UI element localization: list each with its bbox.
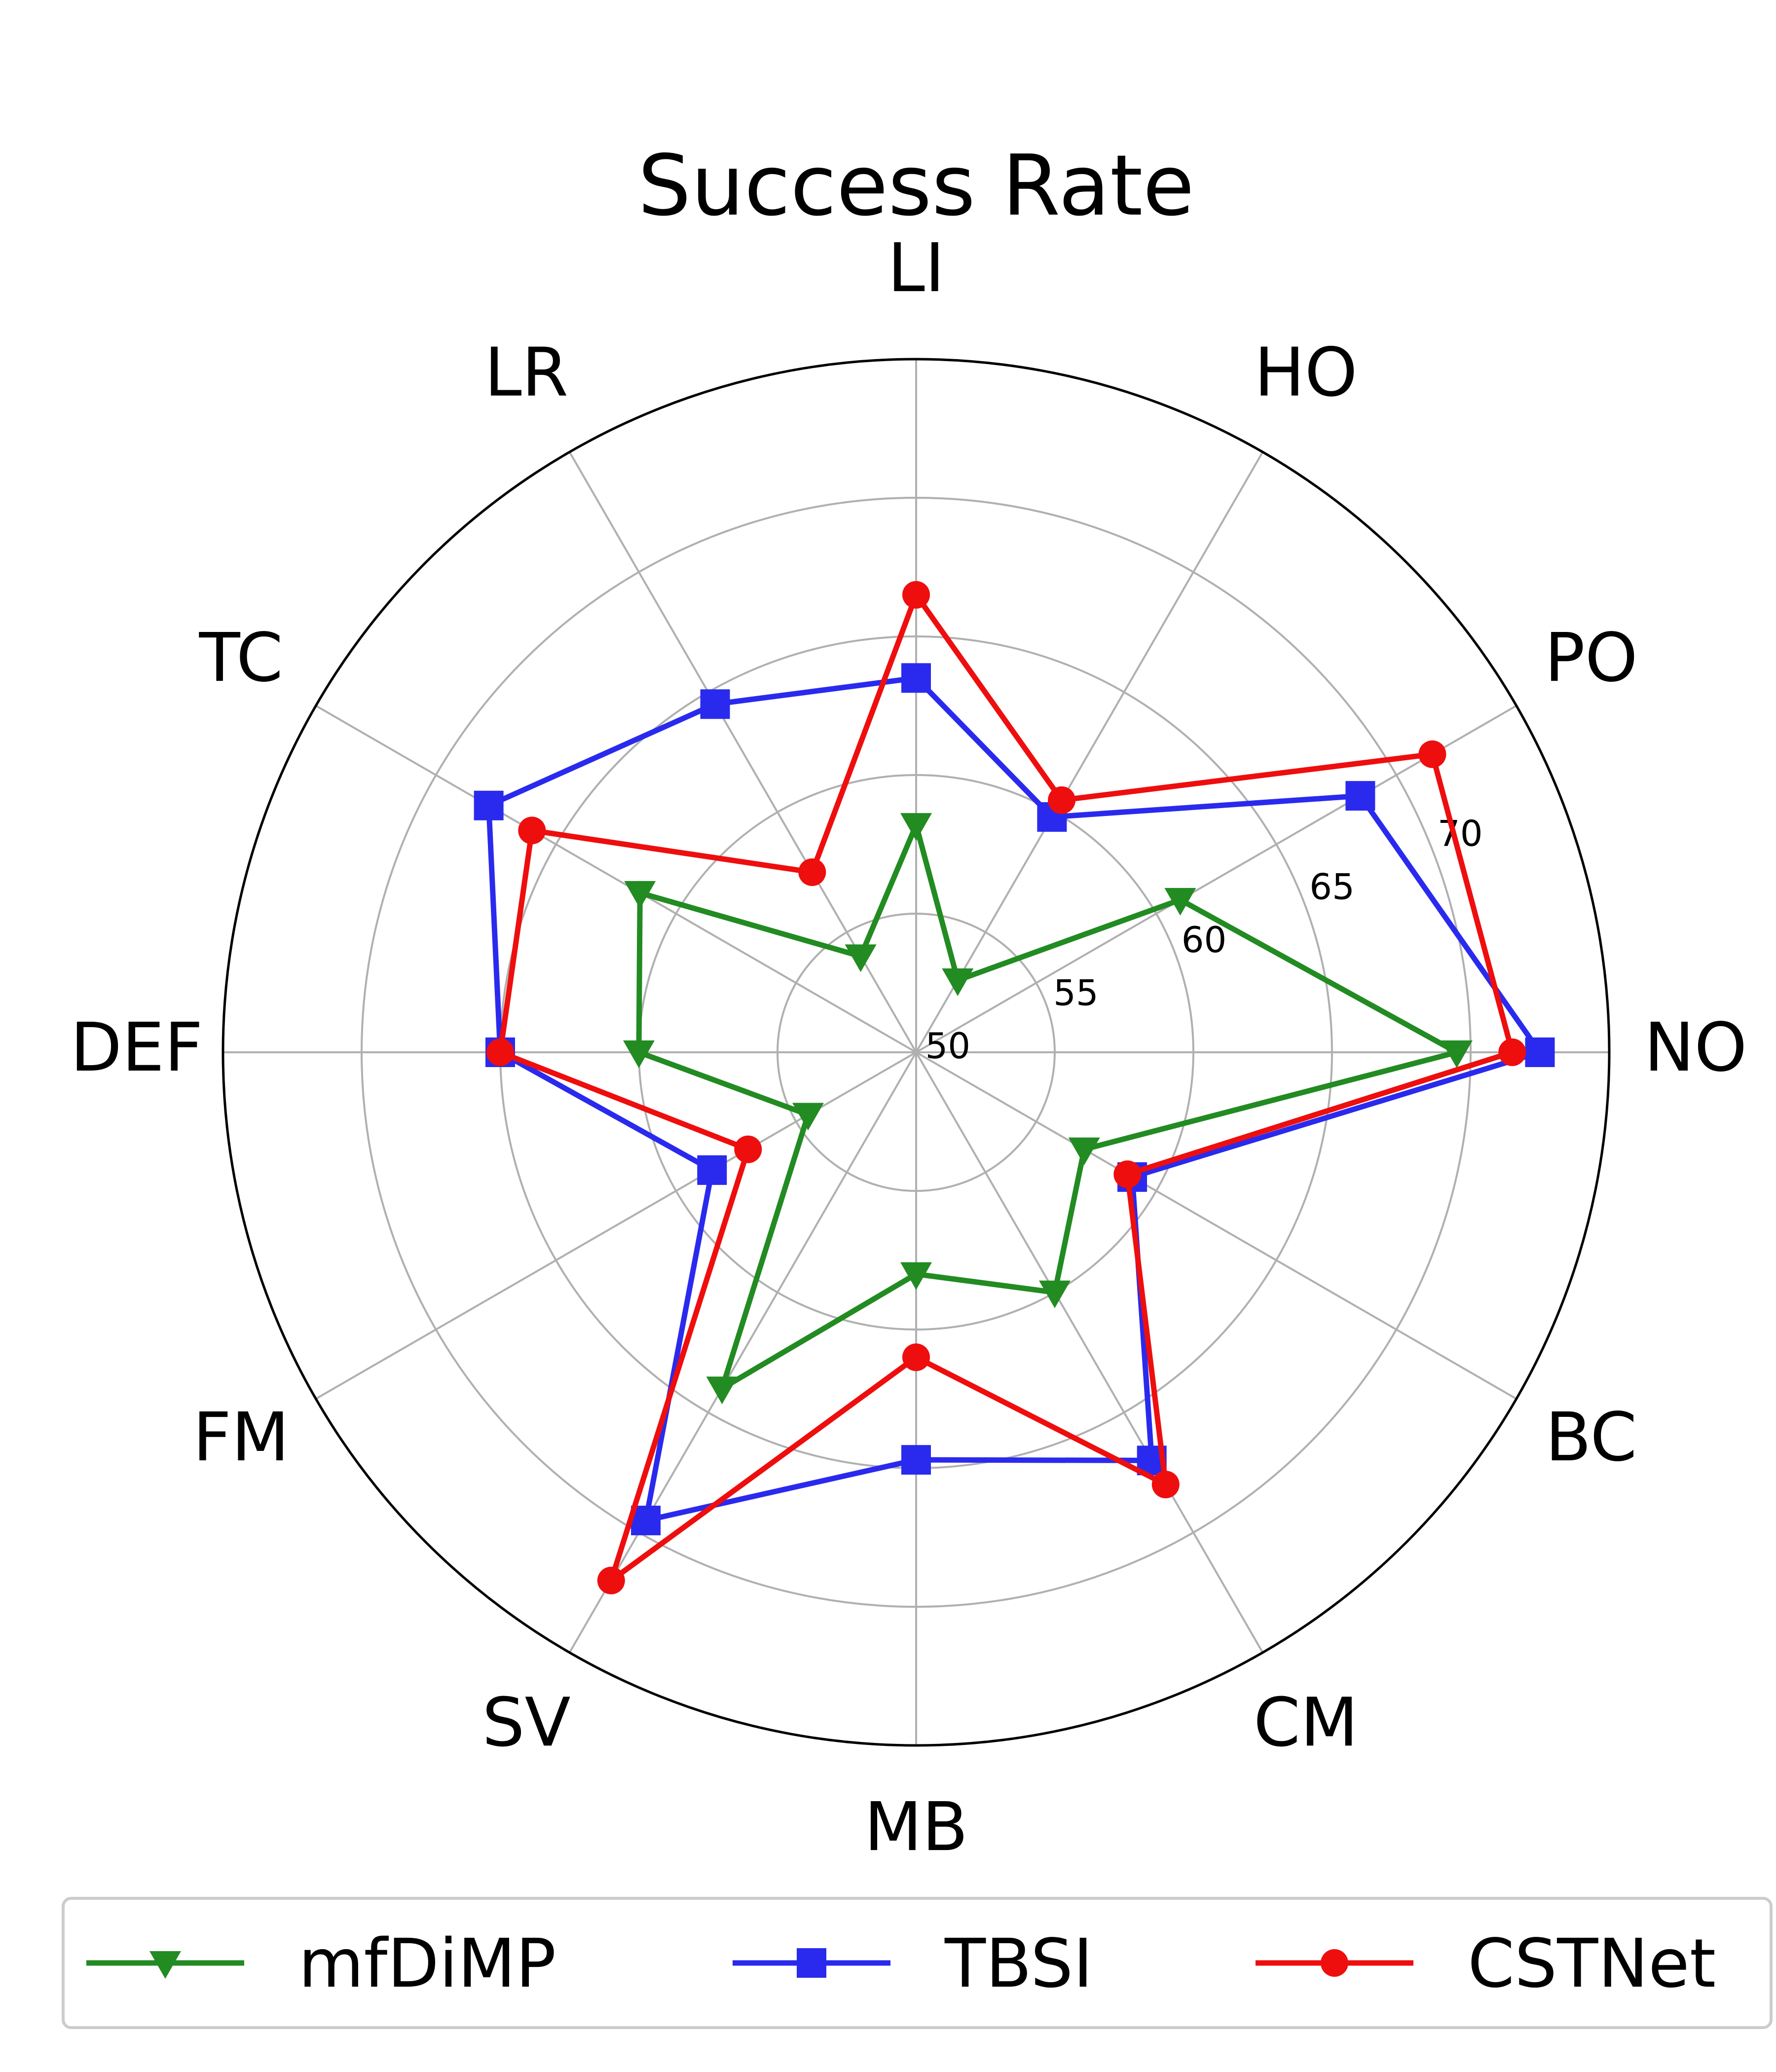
data-point-TBSI-LR [700, 689, 730, 719]
legend-box [62, 1897, 1773, 2029]
data-point-mfDiMP-PO [1164, 888, 1196, 916]
data-point-mfDiMP-BC [1068, 1137, 1100, 1165]
category-label-MB: MB [864, 1788, 968, 1866]
data-point-mfDiMP-CM [1039, 1280, 1071, 1308]
spoke-SV [568, 1051, 917, 1653]
legend-marker-TBSI [797, 1948, 826, 1978]
category-labels: NO PO HO LI LR TC DEF FM SV MB CM BC [71, 229, 1747, 1866]
rtick-label: 55 [1053, 972, 1099, 1013]
gridline-55 [777, 913, 1056, 1192]
data-point-TBSI-PO [1345, 781, 1375, 811]
rtick-label: 65 [1309, 866, 1355, 907]
category-label-SV: SV [482, 1684, 570, 1762]
data-point-CSTNet-NO [1498, 1038, 1526, 1066]
spoke-HO [915, 451, 1264, 1053]
gridline-70 [361, 497, 1472, 1608]
data-point-CSTNet-DEF [486, 1038, 514, 1066]
data-point-CSTNet-LR [798, 858, 826, 886]
spoke-FM [315, 1051, 917, 1400]
spoke-PO [915, 704, 1517, 1053]
data-point-mfDiMP-HO [942, 968, 974, 996]
spoke-CM [915, 1051, 1264, 1653]
data-point-CSTNet-TC [518, 816, 546, 845]
radar-grid: 50 55 60 65 70 [222, 358, 1611, 1747]
category-label-LI: LI [888, 229, 945, 307]
series-mfDiMP [623, 813, 1473, 1405]
data-point-CSTNet-FM [734, 1135, 762, 1163]
rtick-label: 60 [1182, 919, 1227, 961]
spoke-TC [315, 704, 917, 1053]
data-point-TBSI-FM [697, 1155, 727, 1185]
data-point-mfDiMP-NO [1441, 1040, 1473, 1068]
data-point-CSTNet-MB [902, 1343, 930, 1371]
series-line-CSTNet [497, 589, 1515, 1588]
legend-marker-mfDiMP [149, 1951, 181, 1979]
legend-label-TBSI: TBSI [944, 1925, 1093, 2003]
category-label-NO: NO [1644, 1009, 1747, 1087]
data-point-mfDiMP-MB [900, 1262, 932, 1290]
chart-title: Success Rate [638, 137, 1194, 235]
category-label-BC: BC [1545, 1399, 1637, 1477]
radar-series [474, 581, 1555, 1594]
data-point-mfDiMP-DEF [623, 1040, 655, 1068]
category-label-LR: LR [484, 334, 568, 412]
rtick-label: 70 [1438, 813, 1483, 854]
category-label-CM: CM [1254, 1684, 1358, 1762]
category-label-DEF: DEF [71, 1009, 203, 1087]
data-point-TBSI-NO [1525, 1037, 1555, 1067]
legend-marker-CSTNet [1321, 1949, 1348, 1977]
rtick-label: 50 [925, 1025, 970, 1067]
data-point-TBSI-MB [901, 1445, 931, 1475]
series-CSTNet [486, 581, 1526, 1594]
legend-label-CSTNet: CSTNet [1468, 1925, 1716, 2003]
data-point-mfDiMP-TC [624, 881, 656, 909]
data-point-CSTNet-PO [1418, 740, 1446, 768]
spoke-BC [915, 1051, 1517, 1400]
data-point-mfDiMP-FM [792, 1103, 824, 1131]
data-point-mfDiMP-LR [845, 944, 877, 972]
data-point-mfDiMP-SV [706, 1376, 738, 1405]
series-line-TBSI [485, 675, 1543, 1524]
legend: mfDiMP TBSI CSTNet [62, 1897, 1773, 2029]
data-point-CSTNet-HO [1048, 786, 1076, 814]
data-point-TBSI-TC [474, 790, 504, 820]
outer-ring [222, 358, 1611, 1747]
data-point-CSTNet-BC [1113, 1160, 1142, 1188]
category-label-FM: FM [193, 1399, 290, 1477]
category-label-PO: PO [1545, 619, 1638, 697]
category-label-HO: HO [1254, 334, 1357, 412]
data-point-mfDiMP-LI [900, 813, 932, 841]
data-point-CSTNet-SV [597, 1566, 625, 1594]
data-point-CSTNet-LI [902, 581, 930, 609]
legend-label-mfDiMP: mfDiMP [298, 1925, 556, 2003]
data-point-CSTNet-CM [1151, 1471, 1180, 1499]
data-point-TBSI-LI [901, 663, 931, 693]
category-label-TC: TC [199, 619, 283, 697]
